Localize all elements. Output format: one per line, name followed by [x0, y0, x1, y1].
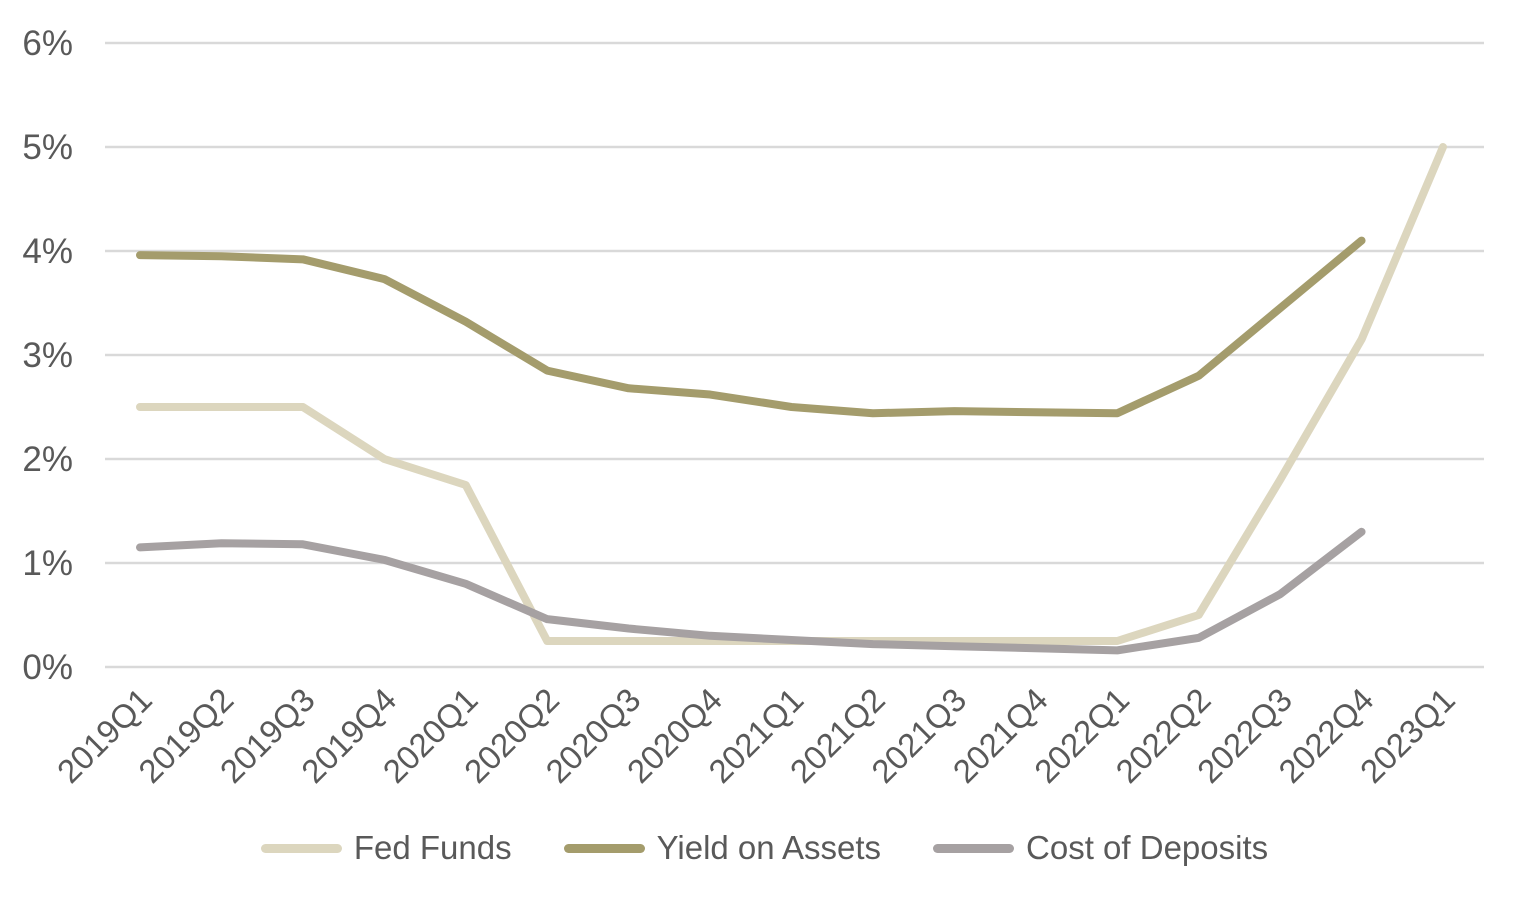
y-axis-tick-label: 6% [22, 24, 73, 63]
y-axis-tick-label: 4% [22, 232, 73, 271]
legend-label-yield-on-assets: Yield on Assets [656, 829, 882, 866]
legend-label-fed-funds: Fed Funds [353, 829, 512, 866]
y-axis-tick-label: 1% [22, 544, 73, 583]
y-axis-tick-label: 2% [22, 440, 73, 479]
legend-item-cost-of-deposits: Cost of Deposits [933, 829, 1268, 867]
y-axis-tick-label: 3% [22, 336, 73, 375]
series-line-cost-of-deposits [136, 527, 1366, 655]
y-axis-tick-label: 5% [22, 128, 73, 167]
series-line-fed-funds [136, 143, 1447, 645]
legend-swatch-yield-on-assets [563, 843, 645, 853]
series-line-yield-on-assets [136, 236, 1366, 418]
y-axis-tick-label: 0% [22, 648, 73, 687]
legend-label-cost-of-deposits: Cost of Deposits [1026, 829, 1269, 866]
chart-legend: Fed Funds Yield on Assets Cost of Deposi… [0, 829, 1529, 867]
legend-swatch-fed-funds [260, 843, 342, 853]
legend-item-fed-funds: Fed Funds [260, 829, 512, 867]
legend-swatch-cost-of-deposits [933, 843, 1015, 853]
legend-item-yield-on-assets: Yield on Assets [563, 829, 882, 867]
